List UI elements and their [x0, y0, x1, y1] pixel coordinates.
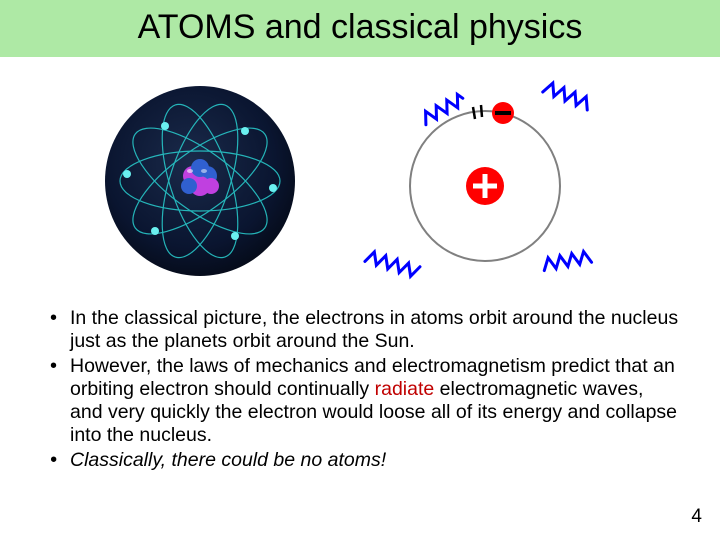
bullet-text: Classically, there could be no atoms!	[70, 449, 386, 471]
electron-icon	[492, 102, 514, 124]
radiate-word: radiate	[375, 378, 435, 400]
wave-icon	[365, 250, 420, 278]
bullet-text: In the classical picture, the electrons …	[70, 307, 678, 352]
slide-title: ATOMS and classical physics	[138, 8, 583, 46]
wave-icon	[542, 250, 591, 270]
nucleus-icon	[466, 167, 504, 205]
bullet-list: In the classical picture, the electrons …	[0, 307, 720, 472]
list-item: However, the laws of mechanics and elect…	[48, 355, 680, 447]
list-item: In the classical picture, the electrons …	[48, 307, 680, 353]
wave-icon	[420, 93, 465, 125]
orbit-radiation-diagram	[355, 71, 615, 291]
wave-icon	[543, 81, 592, 110]
title-bar: ATOMS and classical physics	[0, 0, 720, 57]
list-item: Classically, there could be no atoms!	[48, 449, 680, 472]
diagram-row	[0, 57, 720, 307]
page-number: 4	[691, 506, 702, 528]
atom-illustration	[105, 86, 295, 276]
